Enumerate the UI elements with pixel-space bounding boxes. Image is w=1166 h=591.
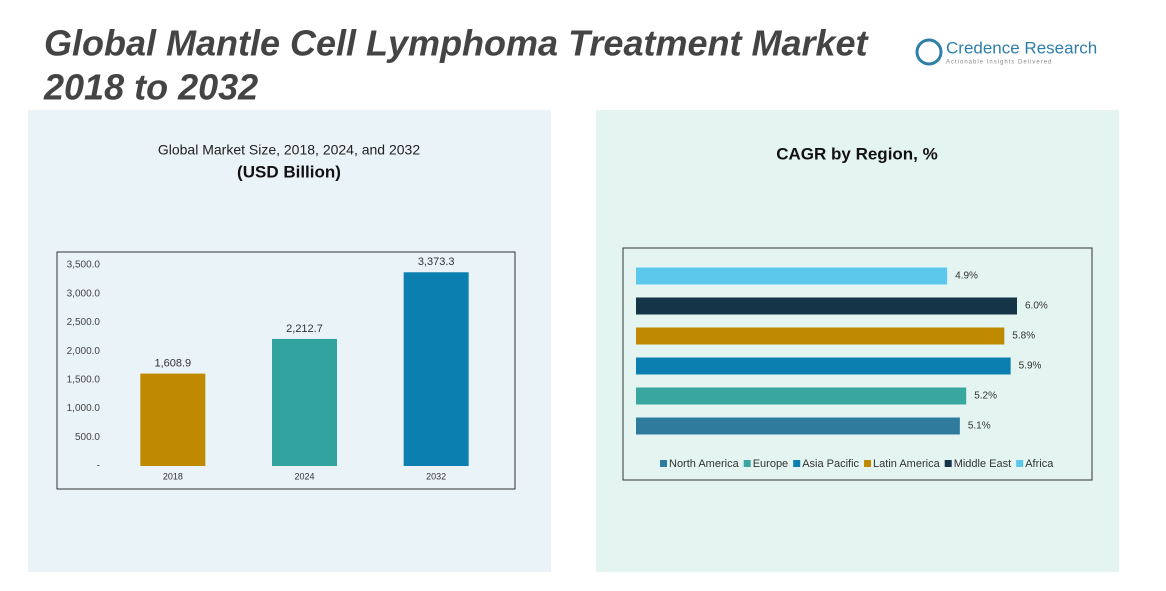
chart-title: CAGR by Region, % <box>776 144 938 163</box>
bar <box>636 267 948 285</box>
value-label: 5.1% <box>968 421 991 432</box>
value-label: 5.8% <box>1012 331 1035 342</box>
x-tick-label: 2024 <box>294 471 314 481</box>
value-label: 4.9% <box>955 271 978 282</box>
y-tick-label: 1,500.0 <box>67 374 101 385</box>
brand: Credence Research <box>946 38 1097 57</box>
chart-frame <box>622 247 1093 481</box>
bar <box>272 338 337 466</box>
y-tick-label: 2,500.0 <box>67 317 101 328</box>
x-tick-label: 2032 <box>426 471 446 481</box>
legend-swatch <box>944 460 952 467</box>
value-label: 5.2% <box>974 391 997 402</box>
value-label: 2,212.7 <box>286 323 323 335</box>
page-title: Global Mantle Cell Lymphoma Treatment Ma… <box>44 23 870 64</box>
y-tick-label: 3,500.0 <box>67 260 101 271</box>
value-label: 3,373.3 <box>418 256 455 268</box>
bar <box>636 357 1011 375</box>
legend-swatch <box>864 460 872 467</box>
y-tick-label: 2,000.0 <box>67 346 101 357</box>
bar <box>636 327 1005 345</box>
legend-swatch <box>743 460 751 467</box>
legend-label: Africa <box>1025 458 1054 470</box>
chart-title: Global Market Size, 2018, 2024, and 2032 <box>158 142 421 158</box>
bar <box>636 417 960 435</box>
y-tick-label: 1,000.0 <box>67 403 101 414</box>
logo-icon <box>915 38 943 66</box>
bar <box>636 297 1017 315</box>
value-label: 6.0% <box>1025 301 1048 312</box>
chart-frame <box>56 251 516 490</box>
legend-label: Latin America <box>873 458 941 470</box>
legend-swatch <box>793 460 801 467</box>
page-title: 2018 to 2032 <box>43 67 258 108</box>
x-tick-label: 2018 <box>163 471 183 481</box>
value-label: 1,608.9 <box>154 358 191 370</box>
legend-label: North America <box>669 458 740 470</box>
legend-swatch <box>660 460 667 467</box>
y-tick-label: - <box>97 461 100 472</box>
legend-swatch <box>1016 460 1024 467</box>
bar <box>140 373 206 466</box>
bar <box>636 387 967 405</box>
legend-label: Middle East <box>954 458 1011 470</box>
bar <box>403 272 469 466</box>
legend-label: Asia Pacific <box>802 458 859 470</box>
y-tick-label: 500.0 <box>75 432 100 443</box>
value-label: 5.9% <box>1019 361 1042 372</box>
y-tick-label: 3,000.0 <box>67 288 101 299</box>
chart-subtitle: (USD Billion) <box>237 162 341 181</box>
tagline: Actionable Insights Delivered <box>946 60 1052 66</box>
legend-label: Europe <box>753 458 788 470</box>
